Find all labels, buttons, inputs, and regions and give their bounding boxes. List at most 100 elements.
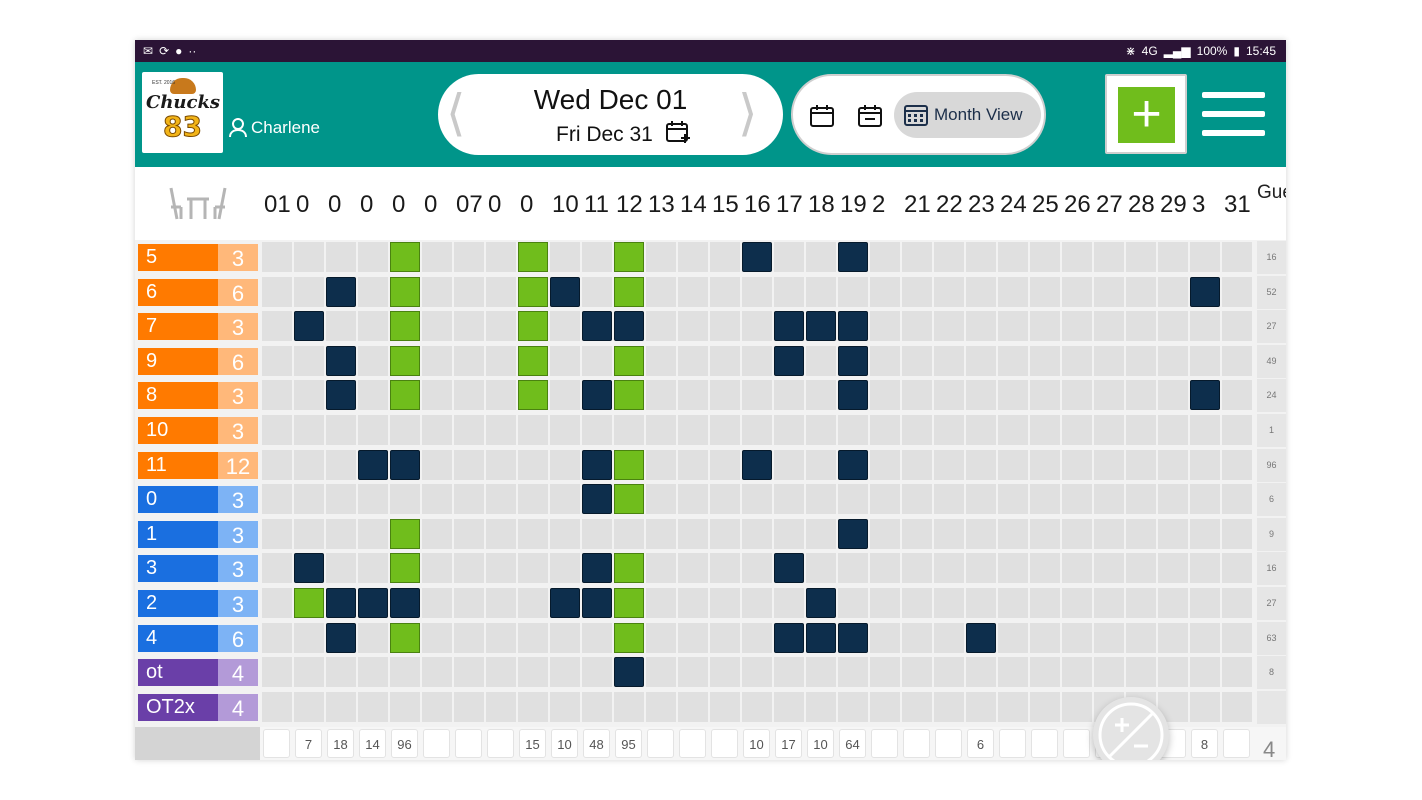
empty-cell[interactable] [1030,415,1060,445]
empty-cell[interactable] [262,311,292,342]
empty-cell[interactable] [838,484,868,515]
empty-cell[interactable] [358,518,388,549]
empty-cell[interactable] [646,276,676,307]
booking-cell-green[interactable] [294,588,324,618]
empty-cell[interactable] [966,518,996,549]
empty-cell[interactable] [1190,242,1220,272]
empty-cell[interactable] [326,691,356,722]
booking-cell-navy[interactable] [326,276,356,307]
empty-cell[interactable] [454,380,484,411]
empty-cell[interactable] [902,415,932,445]
booking-cell-navy[interactable] [774,622,804,653]
empty-cell[interactable] [1158,415,1188,445]
empty-cell[interactable] [774,415,804,445]
empty-cell[interactable] [294,380,324,411]
day-label[interactable]: 16 [744,191,771,218]
empty-cell[interactable] [774,484,804,515]
empty-cell[interactable] [934,588,964,618]
empty-cell[interactable] [678,449,708,480]
empty-cell[interactable] [1126,415,1156,445]
empty-cell[interactable] [1190,518,1220,549]
empty-cell[interactable] [486,345,516,376]
empty-cell[interactable] [902,657,932,688]
booking-cell-green[interactable] [390,276,420,307]
empty-cell[interactable] [294,242,324,272]
booking-cell-navy[interactable] [838,380,868,411]
empty-cell[interactable] [454,449,484,480]
empty-cell[interactable] [1222,449,1252,480]
booking-cell-navy[interactable] [806,311,836,342]
empty-cell[interactable] [646,691,676,722]
empty-cell[interactable] [1222,484,1252,515]
restaurant-logo[interactable]: EST. 2016 Chucks 83 [142,72,223,153]
day-label[interactable]: 0 [488,191,502,218]
empty-cell[interactable] [326,242,356,272]
empty-cell[interactable] [1094,242,1124,272]
start-date[interactable]: Wed Dec 01 [533,84,688,115]
empty-cell[interactable] [294,657,324,688]
day-label[interactable]: 28 [1128,191,1155,218]
empty-cell[interactable] [550,311,580,342]
empty-cell[interactable] [614,691,644,722]
empty-cell[interactable] [1222,518,1252,549]
empty-cell[interactable] [1094,622,1124,653]
empty-cell[interactable] [454,276,484,307]
empty-cell[interactable] [870,311,900,342]
empty-cell[interactable] [454,345,484,376]
day-label[interactable]: 0 [296,191,310,218]
empty-cell[interactable] [646,553,676,584]
empty-cell[interactable] [1158,449,1188,480]
empty-cell[interactable] [998,588,1028,618]
empty-cell[interactable] [550,691,580,722]
empty-cell[interactable] [326,484,356,515]
empty-cell[interactable] [614,518,644,549]
day-label[interactable]: 29 [1160,191,1187,218]
empty-cell[interactable] [710,276,740,307]
empty-cell[interactable] [454,588,484,618]
empty-cell[interactable] [390,484,420,515]
empty-cell[interactable] [998,518,1028,549]
empty-cell[interactable] [966,345,996,376]
empty-cell[interactable] [710,380,740,411]
empty-cell[interactable] [1062,484,1092,515]
booking-cell-green[interactable] [518,242,548,272]
empty-cell[interactable] [614,415,644,445]
zoom-toggle-button[interactable] [1093,697,1169,760]
empty-cell[interactable] [870,691,900,722]
empty-cell[interactable] [902,518,932,549]
empty-cell[interactable] [678,657,708,688]
empty-cell[interactable] [1094,553,1124,584]
empty-cell[interactable] [1190,622,1220,653]
empty-cell[interactable] [870,484,900,515]
empty-cell[interactable] [742,622,772,653]
empty-cell[interactable] [646,242,676,272]
empty-cell[interactable] [422,553,452,584]
empty-cell[interactable] [262,622,292,653]
empty-cell[interactable] [550,622,580,653]
chevron-right-icon[interactable]: ⟩ [738,84,758,142]
empty-cell[interactable] [742,691,772,722]
empty-cell[interactable] [902,449,932,480]
empty-cell[interactable] [1190,657,1220,688]
empty-cell[interactable] [678,518,708,549]
empty-cell[interactable] [1094,276,1124,307]
empty-cell[interactable] [966,449,996,480]
empty-cell[interactable] [774,588,804,618]
empty-cell[interactable] [294,622,324,653]
booking-cell-navy[interactable] [838,449,868,480]
empty-cell[interactable] [486,553,516,584]
empty-cell[interactable] [646,518,676,549]
empty-cell[interactable] [1030,691,1060,722]
empty-cell[interactable] [262,242,292,272]
empty-cell[interactable] [678,242,708,272]
empty-cell[interactable] [966,484,996,515]
empty-cell[interactable] [358,691,388,722]
empty-cell[interactable] [1094,380,1124,411]
empty-cell[interactable] [550,484,580,515]
empty-cell[interactable] [1190,588,1220,618]
empty-cell[interactable] [806,553,836,584]
empty-cell[interactable] [646,415,676,445]
empty-cell[interactable] [742,484,772,515]
empty-cell[interactable] [1062,345,1092,376]
empty-cell[interactable] [1190,311,1220,342]
